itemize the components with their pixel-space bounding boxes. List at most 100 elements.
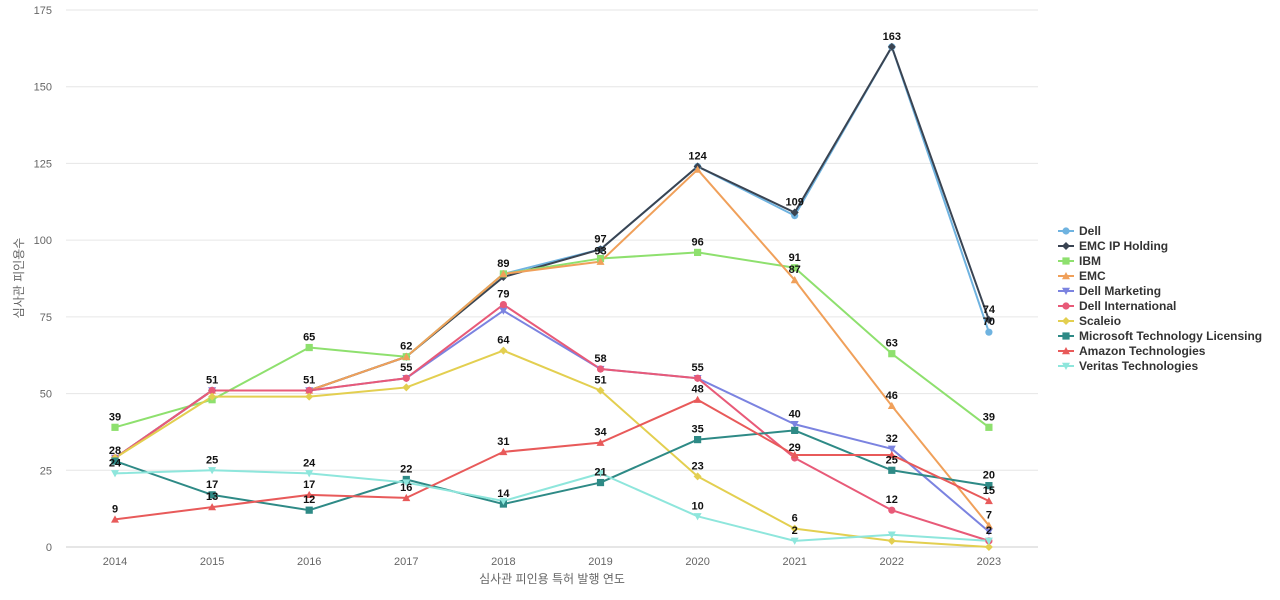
data-point — [111, 470, 119, 478]
series-line — [114, 469, 989, 542]
data-label: 24 — [109, 457, 122, 469]
data-label: 22 — [400, 463, 412, 475]
data-point — [596, 257, 605, 265]
data-point — [984, 528, 993, 536]
legend-label: Veritas Technologies — [1079, 359, 1198, 373]
data-label: 6 — [792, 513, 798, 525]
data-point — [402, 479, 411, 487]
legend-swatch-marker — [1062, 317, 1070, 325]
x-tick-label: 2023 — [977, 556, 1001, 568]
data-point — [888, 506, 896, 514]
data-label: 64 — [497, 335, 510, 347]
legend-swatch-marker — [1062, 257, 1070, 265]
data-point — [305, 490, 314, 499]
y-axis-title: 심사관 피인용수 — [12, 238, 26, 319]
data-label: 12 — [303, 494, 315, 506]
legend-swatch-marker — [1062, 227, 1070, 235]
data-point — [305, 470, 314, 478]
y-tick-label: 25 — [40, 465, 52, 477]
data-label: 10 — [691, 500, 703, 512]
data-point — [305, 392, 314, 401]
x-axis-title: 심사관 피인용 특허 발행 연도 — [479, 571, 625, 586]
data-point — [402, 493, 411, 502]
data-label: 2 — [986, 525, 992, 537]
x-tick-label: 2022 — [880, 556, 904, 568]
legend-item[interactable]: Veritas Technologies — [1058, 359, 1198, 373]
y-tick-label: 0 — [46, 542, 52, 554]
data-label: 74 — [983, 304, 996, 316]
data-point — [985, 482, 993, 490]
data-point — [596, 365, 605, 373]
legend-swatch-marker — [1062, 242, 1070, 250]
y-tick-label: 150 — [34, 82, 52, 94]
data-label: 23 — [691, 460, 703, 472]
data-point — [499, 447, 508, 456]
data-label: 40 — [789, 408, 801, 420]
legend-item[interactable]: Amazon Technologies — [1058, 344, 1206, 358]
data-point — [208, 386, 216, 395]
legend-label: Microsoft Technology Licensing — [1079, 329, 1262, 343]
x-tick-label: 2017 — [394, 556, 418, 568]
data-point — [790, 276, 799, 284]
data-label: 55 — [691, 362, 703, 374]
data-point — [694, 374, 702, 382]
data-point — [111, 457, 119, 465]
series-line — [114, 349, 989, 548]
y-tick-label: 50 — [40, 389, 52, 401]
legend-item[interactable]: EMC — [1058, 269, 1106, 283]
data-label: 17 — [206, 479, 218, 491]
data-point — [305, 386, 313, 395]
data-point — [208, 491, 216, 499]
legend-label: IBM — [1079, 254, 1101, 268]
legend-swatch-marker — [1062, 332, 1070, 340]
legend-swatch-marker — [1062, 287, 1070, 295]
data-point — [208, 503, 217, 511]
data-label: 55 — [400, 362, 412, 374]
data-point — [111, 423, 119, 431]
legend-swatch-marker — [1062, 347, 1070, 355]
data-point — [887, 531, 896, 539]
data-point — [790, 537, 799, 545]
x-tick-label: 2020 — [685, 556, 709, 568]
data-point — [305, 506, 313, 514]
data-point — [984, 521, 993, 529]
data-point — [693, 395, 702, 403]
data-point — [693, 472, 702, 481]
x-tick-label: 2018 — [491, 556, 515, 568]
data-point — [985, 423, 993, 431]
x-tick-label: 2014 — [103, 556, 127, 568]
legend-label: EMC — [1079, 269, 1106, 283]
data-label: 97 — [594, 233, 606, 245]
data-label: 24 — [303, 457, 316, 469]
legend-item[interactable]: Microsoft Technology Licensing — [1058, 329, 1262, 343]
data-point — [402, 374, 410, 382]
data-label: 21 — [594, 467, 606, 479]
data-point — [596, 478, 605, 487]
data-point — [888, 350, 896, 358]
legend-label: Dell International — [1079, 299, 1176, 313]
legend-label: Scaleio — [1079, 314, 1121, 328]
data-label: 13 — [206, 491, 218, 503]
data-point — [499, 346, 508, 355]
data-label: 35 — [691, 424, 703, 436]
data-label: 12 — [886, 494, 898, 506]
data-point — [887, 450, 896, 459]
data-point — [596, 470, 605, 478]
data-point — [887, 401, 896, 410]
data-point — [111, 515, 119, 523]
legend-item[interactable]: Scaleio — [1058, 314, 1121, 328]
data-label: 9 — [112, 503, 118, 515]
data-label: 39 — [109, 411, 121, 423]
data-label: 16 — [400, 482, 412, 494]
legend-item[interactable]: EMC IP Holding — [1058, 239, 1168, 253]
legend-item[interactable]: Dell International — [1058, 299, 1176, 313]
legend-label: Dell Marketing — [1079, 284, 1161, 298]
data-point — [984, 496, 993, 505]
data-point — [596, 245, 605, 254]
data-point — [984, 315, 993, 324]
legend-item[interactable]: IBM — [1058, 254, 1101, 268]
data-label: 2 — [792, 525, 798, 537]
legend-item[interactable]: Dell Marketing — [1058, 284, 1161, 298]
legend-item[interactable]: Dell — [1058, 224, 1101, 238]
